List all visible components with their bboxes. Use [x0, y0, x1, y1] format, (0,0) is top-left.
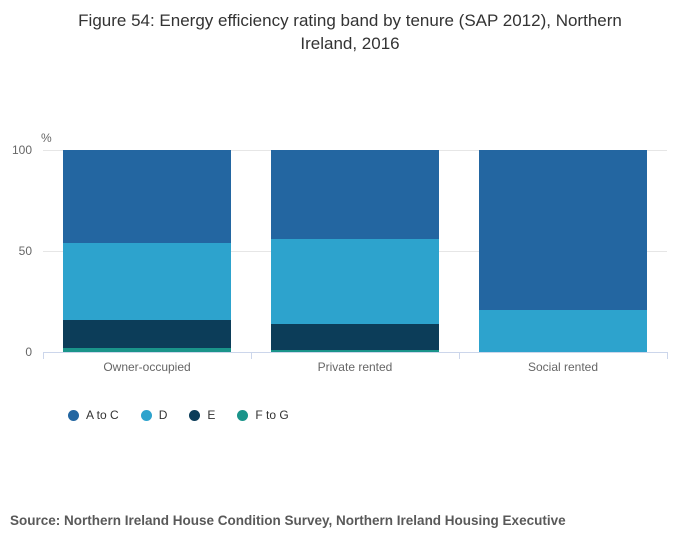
legend-marker-icon [189, 409, 201, 421]
stacked-bar-social-rented[interactable] [479, 150, 647, 352]
x-axis-tick [459, 352, 460, 359]
legend-label: D [158, 408, 168, 422]
bar-segment-f-to-g-private-rented[interactable] [271, 349, 439, 352]
bar-segment-a-to-c-private-rented[interactable] [271, 150, 439, 239]
y-tick-label-50: 50 [18, 244, 32, 258]
legend: A to C D E F to G [68, 408, 289, 422]
plot-area [43, 150, 667, 352]
bar-segment-d-social-rented[interactable] [479, 309, 647, 352]
bar-segment-e-owner-occupied[interactable] [63, 319, 231, 348]
legend-label: A to C [86, 408, 119, 422]
bar-segment-a-to-c-owner-occupied[interactable] [63, 150, 231, 243]
x-axis-tick [667, 352, 668, 359]
y-axis-unit-label: % [41, 131, 52, 145]
y-tick-label-0: 0 [25, 345, 32, 359]
bar-segment-a-to-c-social-rented[interactable] [479, 150, 647, 310]
legend-marker-icon [237, 409, 249, 421]
legend-label: E [207, 408, 216, 422]
y-tick-label-100: 100 [11, 143, 32, 157]
bar-segment-d-owner-occupied[interactable] [63, 242, 231, 320]
category-label-social-rented: Social rented [527, 360, 599, 374]
bar-segment-d-private-rented[interactable] [271, 238, 439, 324]
legend-item-a-to-c[interactable]: A to C [68, 408, 119, 422]
legend-item-d[interactable]: D [140, 408, 168, 422]
bar-segment-f-to-g-owner-occupied[interactable] [63, 347, 231, 352]
x-axis-line [43, 352, 668, 353]
legend-marker-icon [68, 409, 79, 421]
stacked-bar-owner-occupied[interactable] [63, 150, 231, 352]
legend-label: F to G [255, 408, 289, 422]
category-label-owner-occupied: Owner-occupied [103, 360, 191, 374]
stacked-bar-private-rented[interactable] [271, 150, 439, 352]
x-axis-tick [251, 352, 252, 359]
chart-title: Figure 54: Energy efficiency rating band… [78, 11, 622, 53]
legend-item-e[interactable]: E [189, 408, 215, 422]
legend-item-f-to-g[interactable]: F to G [237, 408, 289, 422]
bar-segment-e-private-rented[interactable] [271, 323, 439, 350]
legend-marker-icon [140, 409, 152, 421]
source-text: Source: Northern Ireland House Condition… [10, 513, 566, 528]
x-axis-tick [43, 352, 44, 359]
category-label-private-rented: Private rented [317, 360, 393, 374]
